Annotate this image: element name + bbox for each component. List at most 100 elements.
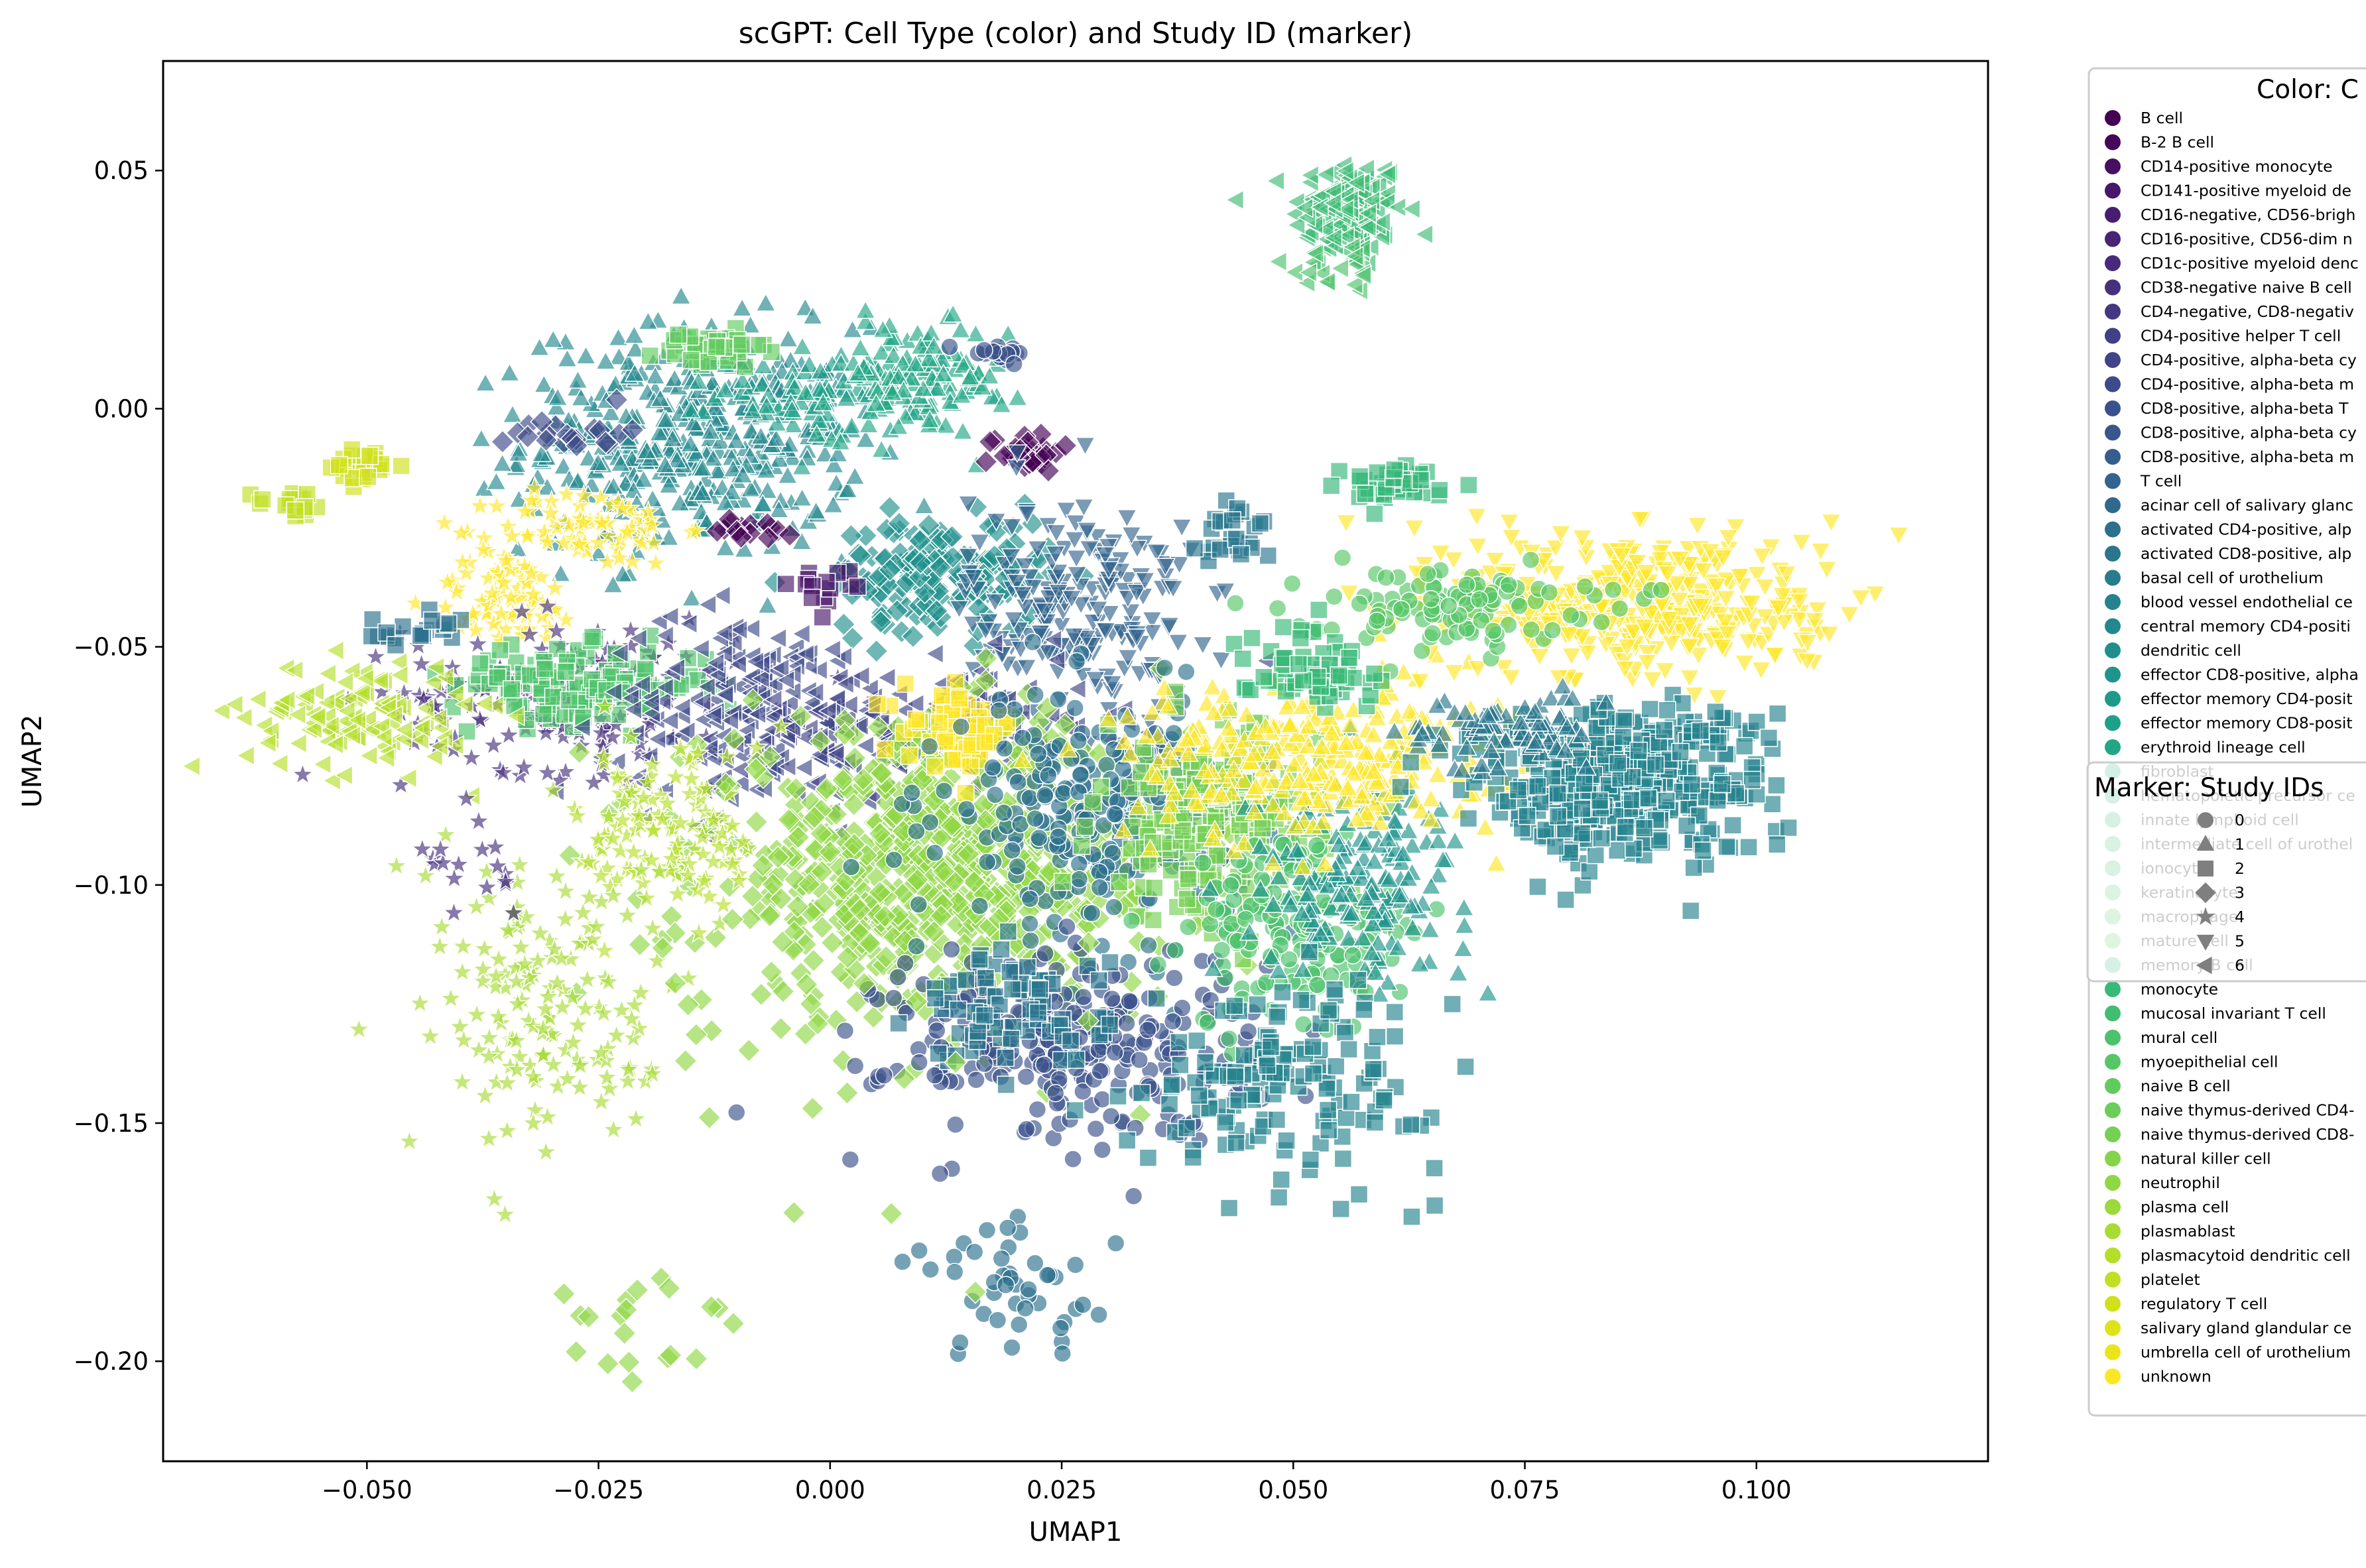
- data-point: [500, 524, 524, 546]
- data-point: [586, 530, 611, 554]
- data-point: [1036, 459, 1060, 483]
- data-point: [1105, 898, 1123, 916]
- data-point: [919, 409, 940, 428]
- data-point: [872, 319, 894, 338]
- data-point: [985, 786, 1005, 804]
- data-point: [607, 327, 629, 346]
- data-point: [1117, 1014, 1136, 1033]
- data-point: [795, 382, 816, 401]
- data-point: [491, 760, 515, 783]
- data-point: [1109, 1087, 1127, 1106]
- data-point: [1294, 1015, 1313, 1034]
- data-point: [1188, 1031, 1206, 1050]
- data-point: [1231, 545, 1251, 564]
- data-point: [1219, 1029, 1239, 1048]
- data-point: [956, 784, 975, 802]
- data-point: [683, 412, 704, 432]
- data-point: [996, 1276, 1015, 1294]
- data-point: [436, 570, 460, 593]
- data-point: [640, 513, 664, 536]
- data-point: [490, 430, 515, 454]
- data-point: [1268, 251, 1288, 272]
- data-point: [1198, 1013, 1217, 1032]
- data-point: [468, 707, 492, 730]
- data-point: [1034, 1055, 1054, 1074]
- data-point: [492, 570, 516, 593]
- data-point: [933, 363, 954, 383]
- data-point: [828, 443, 849, 463]
- data-point: [1103, 989, 1121, 1008]
- data-point: [1162, 1075, 1181, 1095]
- data-point: [1105, 1043, 1124, 1062]
- data-point: [998, 1219, 1017, 1237]
- data-point: [1009, 1315, 1028, 1334]
- data-point: [798, 354, 820, 373]
- data-point: [979, 365, 1000, 385]
- chart-title: scGPT: Cell Type (color) and Study ID (m…: [739, 17, 1413, 50]
- data-point: [1317, 271, 1336, 292]
- data-point: [1225, 996, 1244, 1015]
- data-point: [1346, 172, 1365, 194]
- data-point: [572, 483, 595, 507]
- data-point: [841, 1150, 860, 1169]
- data-point: [1054, 784, 1073, 803]
- data-point: [1018, 958, 1037, 977]
- data-point: [445, 579, 469, 602]
- data-point: [975, 341, 993, 359]
- data-point: [875, 1066, 894, 1085]
- data-point: [1345, 245, 1364, 267]
- data-point: [451, 550, 475, 573]
- data-point: [1170, 1055, 1190, 1075]
- data-point: [1185, 539, 1204, 558]
- data-point: [965, 1242, 984, 1262]
- data-point: [1160, 1095, 1179, 1114]
- data-point: [918, 348, 940, 367]
- data-point: [1226, 1067, 1245, 1086]
- data-point: [1139, 1148, 1158, 1168]
- data-point: [960, 367, 981, 386]
- data-point: [544, 619, 568, 642]
- data-point: [1091, 1061, 1109, 1081]
- data-point: [496, 514, 520, 537]
- data-point: [830, 353, 851, 372]
- data-point: [893, 379, 914, 399]
- data-point: [1058, 917, 1076, 936]
- data-point: [977, 1221, 997, 1240]
- data-point: [1177, 1118, 1196, 1138]
- data-point: [855, 300, 876, 319]
- data-point: [991, 394, 1012, 414]
- data-point: [1364, 1059, 1383, 1079]
- data-point: [871, 341, 893, 361]
- data-point: [639, 643, 657, 662]
- data-point: [1026, 686, 1044, 704]
- data-point: [1166, 941, 1185, 959]
- data-point: [988, 1311, 1007, 1329]
- data-point: [1227, 1134, 1245, 1152]
- data-point: [989, 701, 1009, 720]
- data-point: [1325, 980, 1344, 999]
- data-point: [715, 537, 736, 556]
- data-point: [641, 346, 660, 365]
- data-point: [1323, 192, 1342, 213]
- data-point: [1184, 1148, 1202, 1167]
- data-point: [951, 1333, 969, 1352]
- data-point: [766, 428, 787, 448]
- data-point: [1100, 1015, 1119, 1034]
- data-point: [907, 822, 926, 841]
- data-point: [1028, 745, 1048, 763]
- data-point: [513, 499, 537, 522]
- data-point: [670, 286, 692, 305]
- data-point: [1266, 170, 1285, 192]
- data-point: [1286, 214, 1306, 235]
- data-point: [655, 409, 677, 429]
- data-point: [560, 691, 579, 709]
- data-point: [342, 440, 361, 459]
- data-point: [1090, 878, 1109, 897]
- data-point: [489, 601, 513, 625]
- data-point: [543, 575, 567, 599]
- data-point: [844, 465, 865, 485]
- data-point: [727, 1103, 746, 1122]
- data-point: [731, 298, 753, 317]
- data-point: [1038, 1266, 1057, 1284]
- data-point: [1372, 211, 1391, 233]
